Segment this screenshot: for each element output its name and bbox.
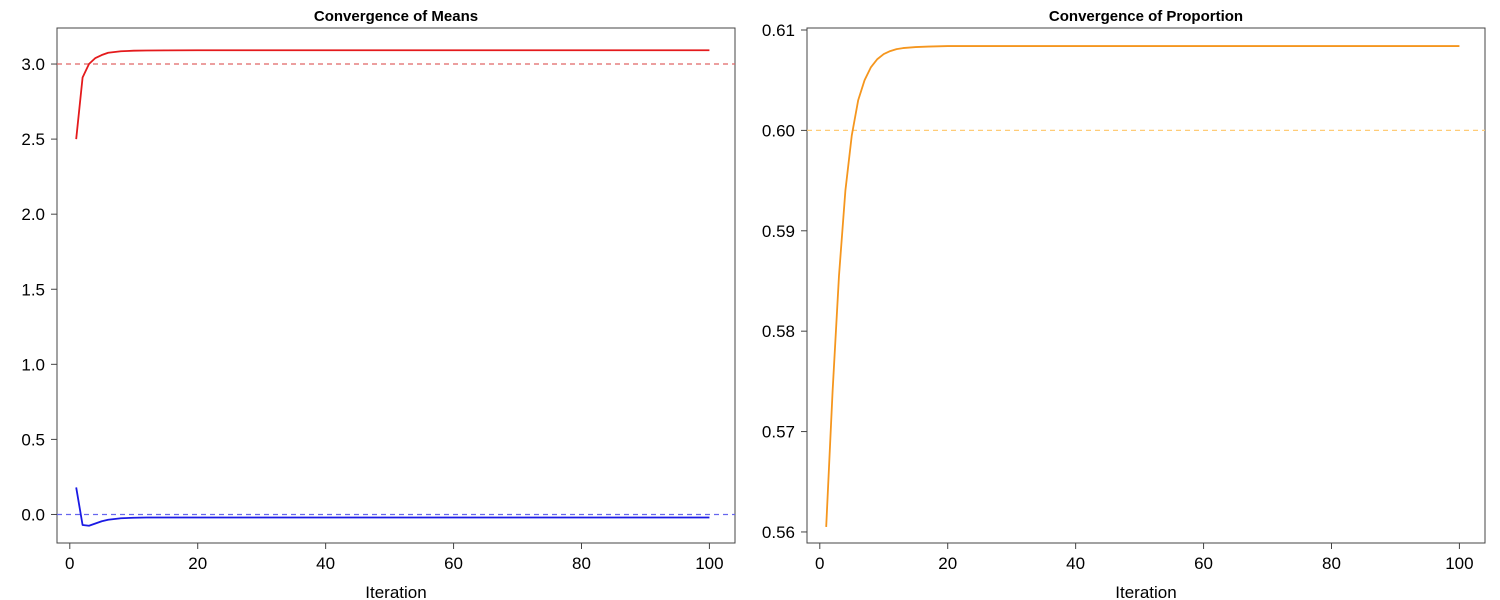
proportion-y-axis-ticks: 0.56 0.57 0.58 0.59 0.60 0.61 (762, 21, 807, 542)
proportion-y-tick-label: 0.56 (762, 523, 795, 542)
means-x-axis-label: Iteration (365, 583, 426, 600)
means-chart-panel: Convergence of Means 0 20 40 60 80 100 0.0 0.5… (21, 8, 736, 600)
proportion-x-axis-label: Iteration (1115, 583, 1176, 600)
means-y-tick-label: 2.0 (21, 205, 45, 224)
means-chart-title: Convergence of Means (314, 8, 478, 25)
proportion-x-tick-label: 40 (1066, 554, 1085, 573)
means-y-axis-ticks: 0.0 0.5 1.0 1.5 2.0 2.5 3.0 (21, 55, 57, 524)
means-x-tick-label: 40 (316, 554, 335, 573)
proportion-x-tick-label: 0 (815, 554, 824, 573)
proportion-x-tick-label: 80 (1322, 554, 1341, 573)
proportion-x-tick-label: 60 (1194, 554, 1213, 573)
means-x-axis-ticks: 0 20 40 60 80 100 (65, 543, 724, 573)
means-y-tick-label: 0.0 (21, 505, 45, 524)
means-x-tick-label: 60 (444, 554, 463, 573)
proportion-y-tick-label: 0.57 (762, 423, 795, 442)
means-reference-lines (57, 63, 735, 516)
proportion-plot-frame (806, 27, 1486, 544)
proportion-y-tick-label: 0.60 (762, 121, 795, 140)
proportion-series-lines (825, 45, 1460, 527)
proportion-x-tick-label: 100 (1445, 554, 1473, 573)
proportion-x-axis-ticks: 0 20 40 60 80 100 (815, 543, 1474, 573)
proportion-x-tick-label: 20 (938, 554, 957, 573)
means-y-tick-label: 2.5 (21, 130, 45, 149)
proportion-series-line-0 (825, 45, 1460, 527)
proportion-y-tick-label: 0.61 (762, 21, 795, 40)
means-series-lines (75, 49, 710, 527)
means-x-tick-label: 0 (65, 554, 74, 573)
means-plot-frame (56, 27, 736, 544)
means-x-tick-label: 100 (695, 554, 723, 573)
means-y-tick-label: 1.0 (21, 355, 45, 374)
means-y-tick-label: 0.5 (21, 430, 45, 449)
proportion-y-tick-label: 0.59 (762, 222, 795, 241)
proportion-chart-panel: Convergence of Proportion 0 20 40 60 80 100 0… (762, 8, 1486, 600)
means-x-tick-label: 20 (188, 554, 207, 573)
proportion-chart-title: Convergence of Proportion (1049, 8, 1243, 25)
means-series-line-0 (75, 49, 710, 140)
means-y-tick-label: 3.0 (21, 55, 45, 74)
means-x-tick-label: 80 (572, 554, 591, 573)
means-series-line-1 (75, 487, 710, 527)
means-y-tick-label: 1.5 (21, 280, 45, 299)
proportion-y-tick-label: 0.58 (762, 322, 795, 341)
